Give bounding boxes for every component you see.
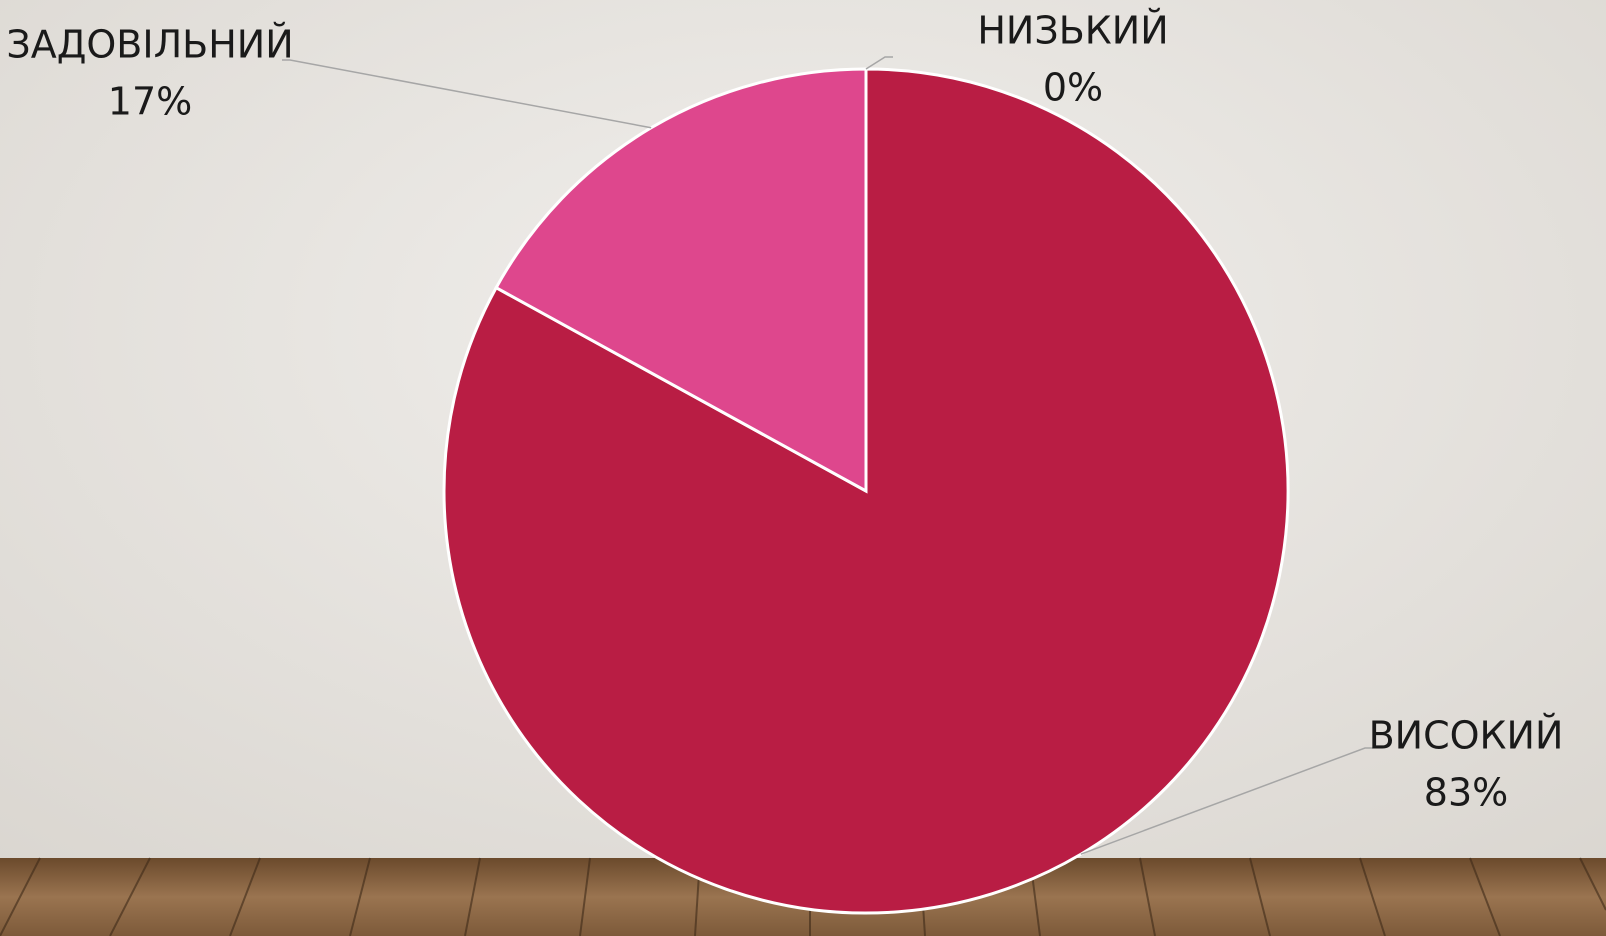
leader-line xyxy=(865,56,893,70)
slice-value-label: 17% xyxy=(108,80,192,124)
leader-line xyxy=(282,59,652,129)
pie-slice xyxy=(494,67,868,494)
slice-value-label: 83% xyxy=(1424,771,1508,815)
slice-label: ЗАДОВІЛЬНИЙ xyxy=(6,23,293,67)
leader-line xyxy=(1080,747,1373,855)
pie-chart: ВИСОКИЙ 83% ЗАДОВІЛЬНИЙ 17% НИЗЬКИЙ 0% xyxy=(6,9,1564,915)
slice-value-label: 0% xyxy=(1043,66,1103,110)
slice-label: ВИСОКИЙ xyxy=(1369,714,1564,758)
slice-label: НИЗЬКИЙ xyxy=(977,9,1168,53)
